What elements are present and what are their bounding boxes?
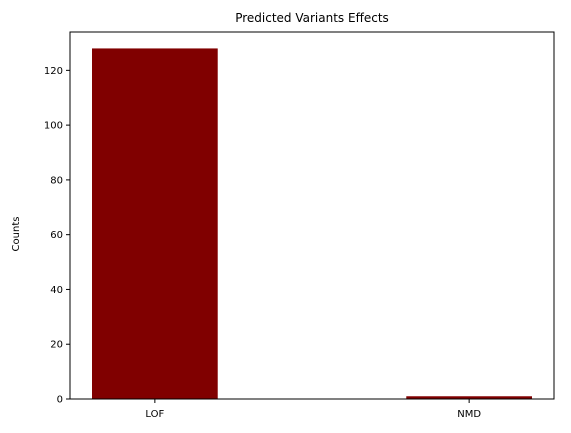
y-axis-label: Counts — [11, 217, 22, 252]
y-ticks-group: 0 20 40 60 80 100 120 — [44, 66, 70, 406]
bar-lof — [92, 48, 218, 400]
x-tick-label: NMD — [457, 409, 481, 420]
x-tick-label: LOF — [145, 409, 164, 420]
chart-title: Predicted Variants Effects — [235, 11, 389, 25]
y-tick-label: 80 — [50, 175, 63, 186]
bar-nmd — [406, 396, 532, 399]
x-ticks-group: LOF NMD — [145, 399, 481, 420]
y-tick-label: 20 — [50, 340, 63, 351]
y-tick-label: 60 — [50, 230, 63, 241]
y-tick-label: 100 — [44, 121, 63, 132]
bars-group — [92, 48, 532, 400]
plot-frame — [69, 31, 555, 400]
y-tick-label: 40 — [50, 285, 63, 296]
y-tick-label: 120 — [44, 66, 63, 77]
y-tick-label: 0 — [57, 395, 63, 406]
